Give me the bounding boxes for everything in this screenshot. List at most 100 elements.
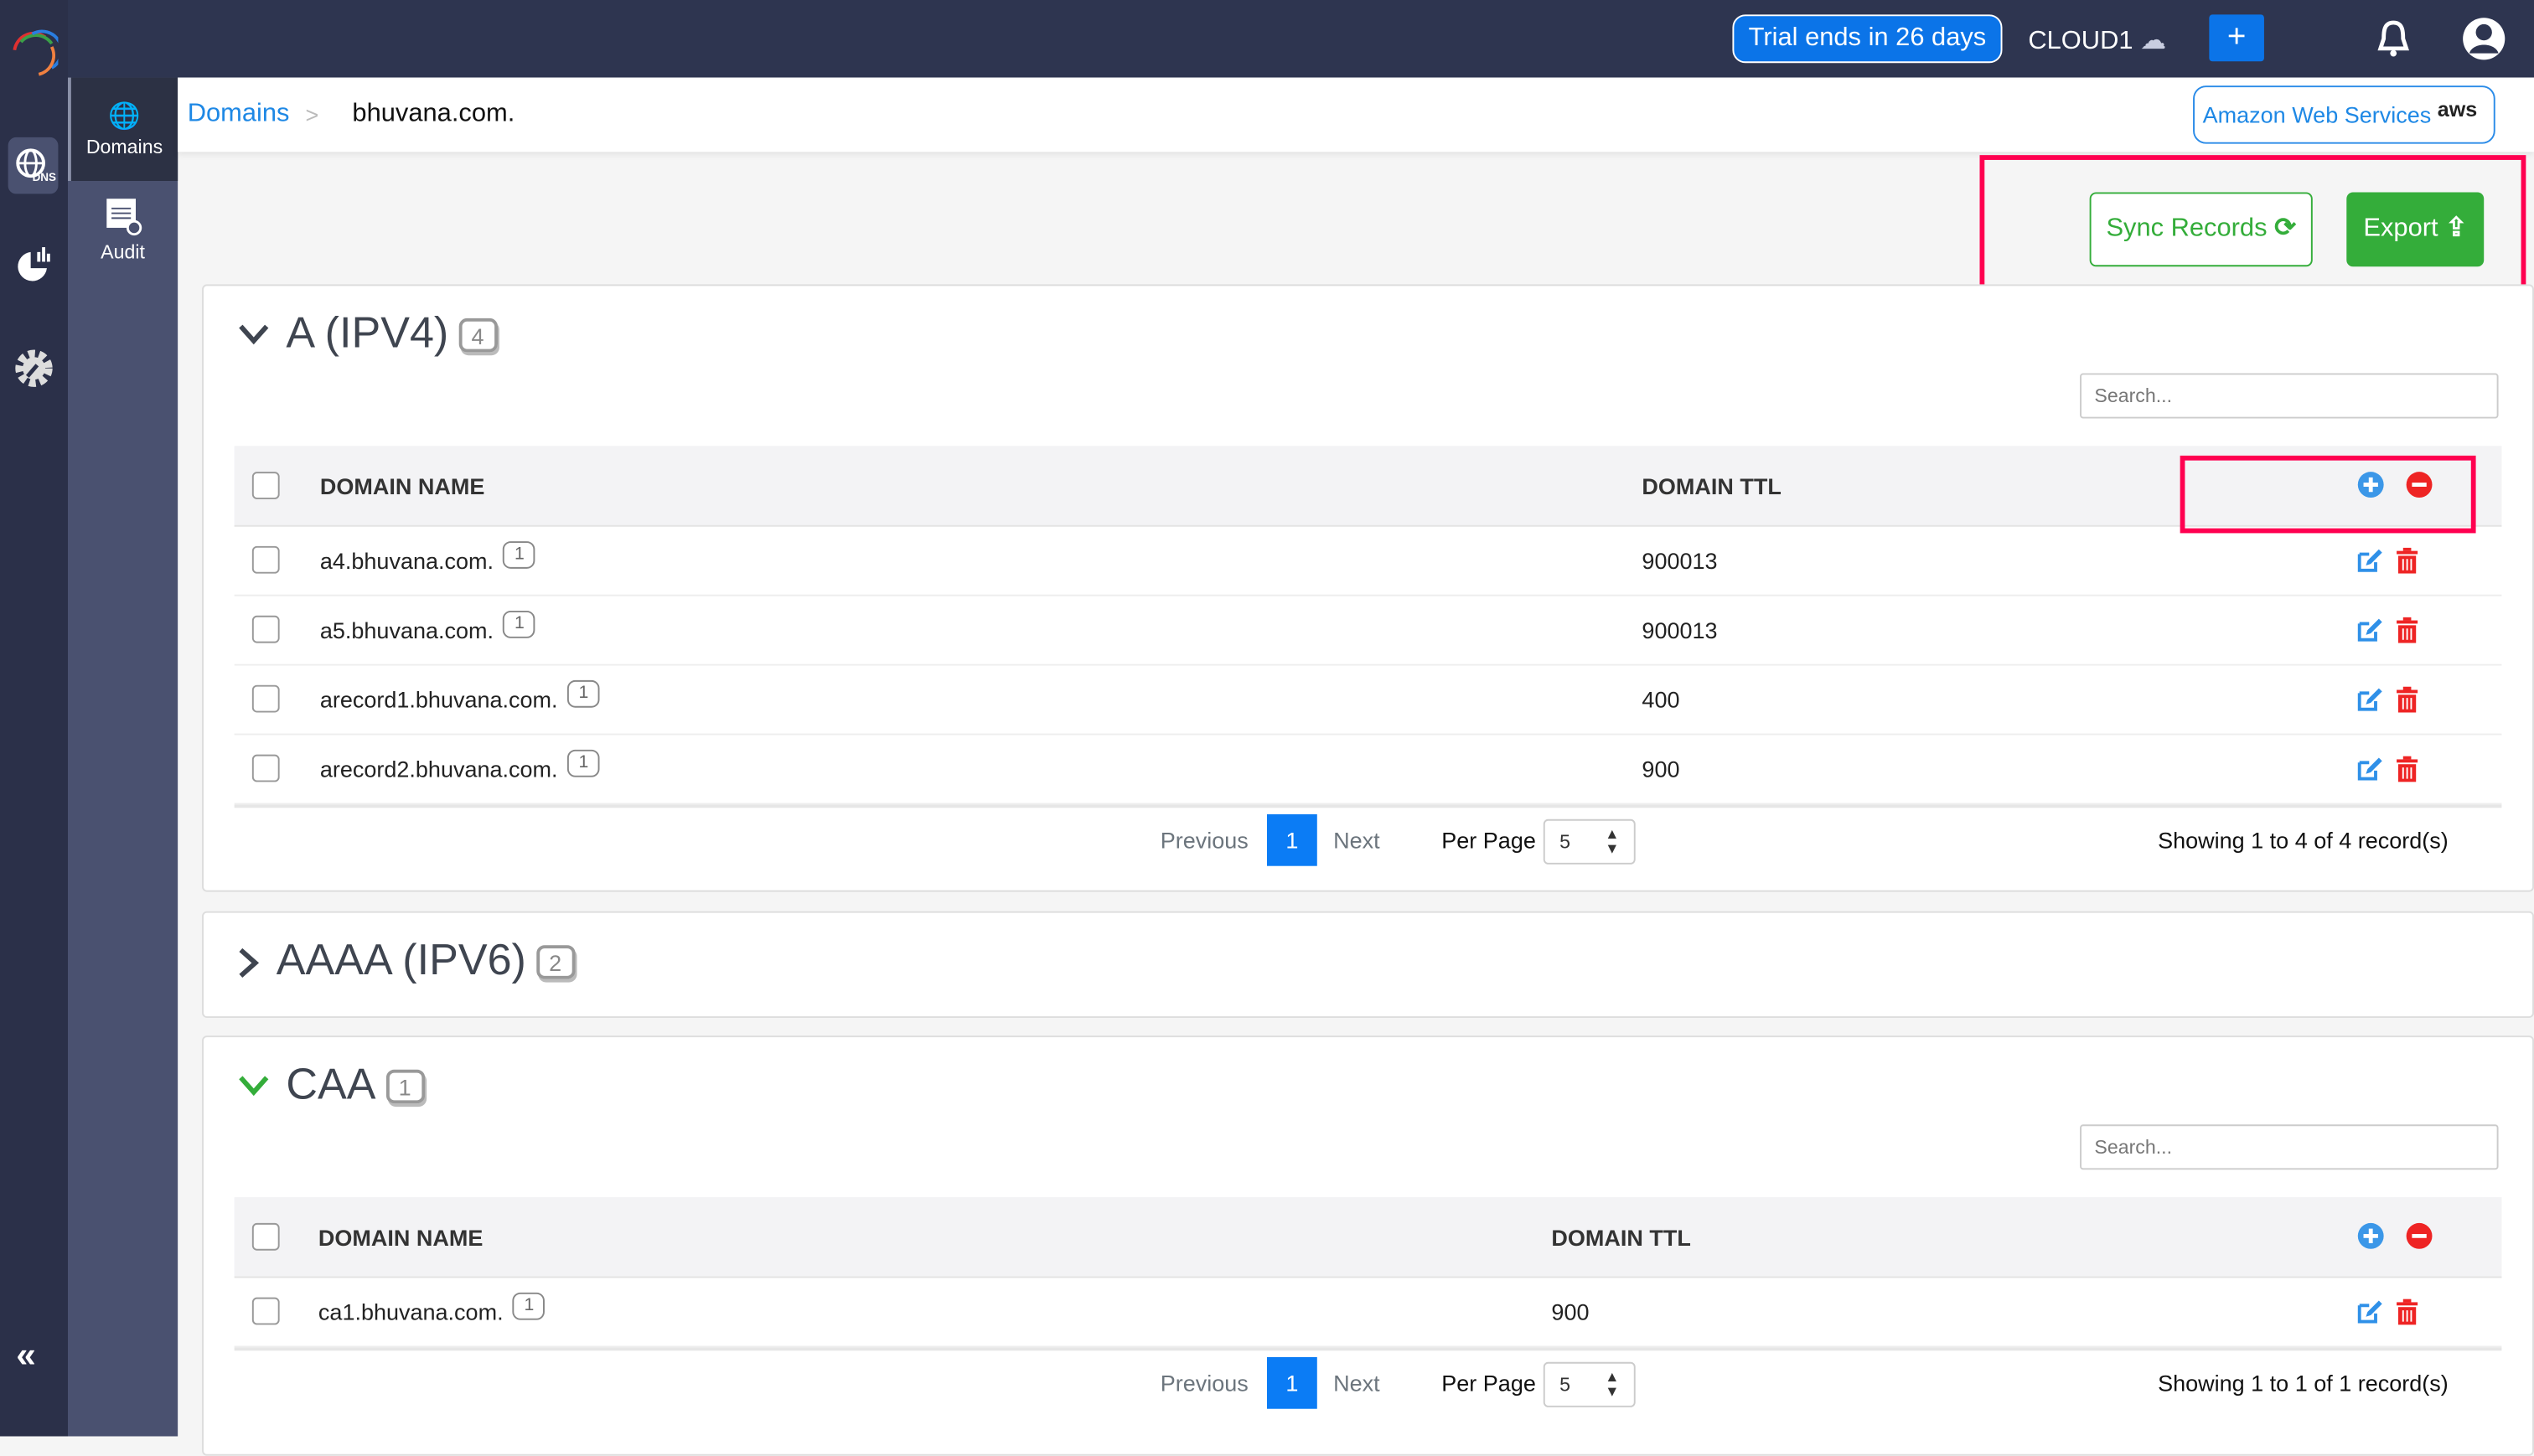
cloud-label: CLOUD1 — [2028, 27, 2133, 55]
delete-icon[interactable] — [2395, 686, 2419, 713]
record-count-badge: 1 — [513, 1292, 546, 1320]
chevron-right-icon[interactable] — [236, 945, 262, 980]
records-table: DOMAIN NAME DOMAIN TTL ca1.bhuvana.com. 1… — [234, 1197, 2502, 1351]
analytics-icon[interactable] — [14, 242, 53, 284]
record-count-badge: 1 — [567, 679, 600, 708]
edit-icon[interactable] — [2356, 1299, 2384, 1325]
globe-com-icon: 🌐 — [108, 103, 141, 132]
per-page-label: Per Page — [1441, 1370, 1536, 1397]
remove-records-icon[interactable] — [2405, 470, 2434, 499]
sync-label: Sync Records — [2106, 214, 2268, 243]
count-badge: 1 — [385, 1070, 425, 1104]
audit-icon — [106, 199, 142, 236]
delete-icon[interactable] — [2395, 617, 2419, 643]
previous-button[interactable]: Previous — [1160, 1370, 1249, 1397]
ttl-cell: 900 — [1551, 1299, 1590, 1325]
count-badge: 2 — [535, 945, 575, 980]
sort-arrows-icon: ▲ ▼ — [1605, 1368, 1620, 1400]
ttl-cell: 900013 — [1642, 547, 1718, 574]
icon-rail: DNS « — [0, 0, 68, 1437]
sort-arrows-icon: ▲ ▼ — [1605, 825, 1620, 857]
add-button[interactable]: + — [2209, 14, 2264, 62]
top-bar — [0, 0, 2534, 78]
table-header: DOMAIN NAME DOMAIN TTL — [234, 1197, 2502, 1278]
previous-button[interactable]: Previous — [1160, 827, 1249, 854]
next-button[interactable]: Next — [1333, 827, 1380, 854]
export-button[interactable]: Export ⇪ — [2346, 192, 2485, 267]
sync-records-button[interactable]: Sync Records ⟳ — [2089, 192, 2313, 267]
table-row: arecord2.bhuvana.com. 1 900 — [234, 735, 2502, 805]
row-checkbox[interactable] — [251, 615, 280, 643]
search-input[interactable]: Search... — [2080, 1124, 2499, 1170]
section-aaaa-ipv6: AAAA (IPV6) 2 — [202, 911, 2534, 1018]
edit-icon[interactable] — [2356, 548, 2384, 574]
domain-name-cell: arecord1.bhuvana.com. 1 — [320, 679, 600, 712]
ttl-cell: 400 — [1642, 686, 1680, 713]
provider-badge[interactable]: Amazon Web Services aws — [2193, 85, 2495, 144]
edit-icon[interactable] — [2356, 687, 2384, 713]
cloud-account[interactable]: CLOUD1 ☁ — [2028, 24, 2166, 57]
record-count-badge: 1 — [503, 610, 536, 638]
ttl-cell: 900 — [1642, 756, 1680, 782]
sidebar-item-audit[interactable]: Audit — [68, 181, 178, 284]
provider-label: Amazon Web Services — [2202, 101, 2432, 128]
remove-records-icon[interactable] — [2405, 1221, 2434, 1251]
row-checkbox[interactable] — [251, 684, 280, 713]
record-count-badge: 1 — [567, 749, 600, 777]
sidebar-item-label: Audit — [101, 240, 145, 264]
per-page-select[interactable]: 5 ▲ ▼ — [1543, 1361, 1636, 1407]
upload-icon: ⇪ — [2445, 214, 2468, 243]
records-table: DOMAIN NAME DOMAIN TTL a4.bhuvana.com. 1 … — [234, 446, 2502, 808]
page-1-button[interactable]: 1 — [1266, 813, 1317, 866]
user-avatar-icon[interactable] — [2459, 14, 2508, 63]
settings-icon[interactable] — [13, 348, 54, 390]
count-badge: 4 — [458, 318, 498, 354]
table-row: ca1.bhuvana.com. 1 900 — [234, 1278, 2502, 1348]
dns-icon[interactable]: DNS — [8, 137, 59, 194]
section-caa: CAA 1 Search... DOMAIN NAME DOMAIN TTL ca… — [202, 1035, 2534, 1456]
highlight-box — [2180, 455, 2476, 534]
select-all-checkbox[interactable] — [251, 1222, 280, 1251]
trial-badge[interactable]: Trial ends in 26 days — [1732, 14, 2003, 64]
column-domain-name: DOMAIN NAME — [318, 1224, 484, 1251]
section-title[interactable]: CAA 1 — [286, 1060, 425, 1110]
bell-icon[interactable] — [2372, 18, 2414, 59]
refresh-icon: ⟳ — [2274, 214, 2296, 243]
breadcrumb-domains-link[interactable]: Domains — [187, 100, 290, 128]
column-domain-ttl: DOMAIN TTL — [1551, 1224, 1691, 1251]
domain-name-cell: a5.bhuvana.com. 1 — [320, 610, 536, 643]
page-1-button[interactable]: 1 — [1266, 1356, 1317, 1409]
domain-name-cell: ca1.bhuvana.com. 1 — [318, 1292, 546, 1324]
add-record-icon[interactable] — [2356, 1221, 2386, 1251]
chevron-down-icon[interactable] — [236, 1073, 272, 1099]
row-checkbox[interactable] — [251, 545, 280, 574]
record-count-badge: 1 — [503, 541, 536, 569]
add-record-icon[interactable] — [2356, 470, 2386, 499]
domain-name-cell: a4.bhuvana.com. 1 — [320, 541, 536, 574]
section-title[interactable]: A (IPV4) 4 — [286, 308, 498, 359]
sidebar-item-label: Domains — [85, 135, 163, 158]
per-page-select[interactable]: 5 ▲ ▼ — [1543, 818, 1636, 865]
next-button[interactable]: Next — [1333, 1370, 1380, 1397]
ttl-cell: 900013 — [1642, 617, 1718, 643]
table-row: a5.bhuvana.com. 1 900013 — [234, 596, 2502, 666]
delete-icon[interactable] — [2395, 1299, 2419, 1325]
sidebar-item-domains[interactable]: 🌐 Domains — [67, 77, 178, 181]
select-all-checkbox[interactable] — [251, 472, 280, 499]
section-a-ipv4: A (IPV4) 4 Search... DOMAIN NAME DOMAIN T… — [202, 284, 2534, 892]
breadcrumb: Domains > bhuvana.com. Amazon Web Servic… — [178, 77, 2534, 152]
edit-icon[interactable] — [2356, 617, 2384, 643]
delete-icon[interactable] — [2395, 547, 2419, 574]
svg-text:DNS: DNS — [33, 171, 56, 183]
table-row: a4.bhuvana.com. 1 900013 — [234, 527, 2502, 596]
secondary-sidebar: 🌐 Domains Audit — [67, 77, 178, 1437]
row-checkbox[interactable] — [251, 754, 280, 782]
collapse-sidebar-button[interactable]: « — [16, 1334, 36, 1376]
search-input[interactable]: Search... — [2080, 373, 2499, 419]
edit-icon[interactable] — [2356, 756, 2384, 782]
section-title[interactable]: AAAA (IPV6) 2 — [277, 936, 575, 986]
delete-icon[interactable] — [2395, 756, 2419, 782]
chevron-down-icon[interactable] — [236, 322, 272, 348]
table-row: arecord1.bhuvana.com. 1 400 — [234, 666, 2502, 736]
row-checkbox[interactable] — [251, 1297, 280, 1325]
